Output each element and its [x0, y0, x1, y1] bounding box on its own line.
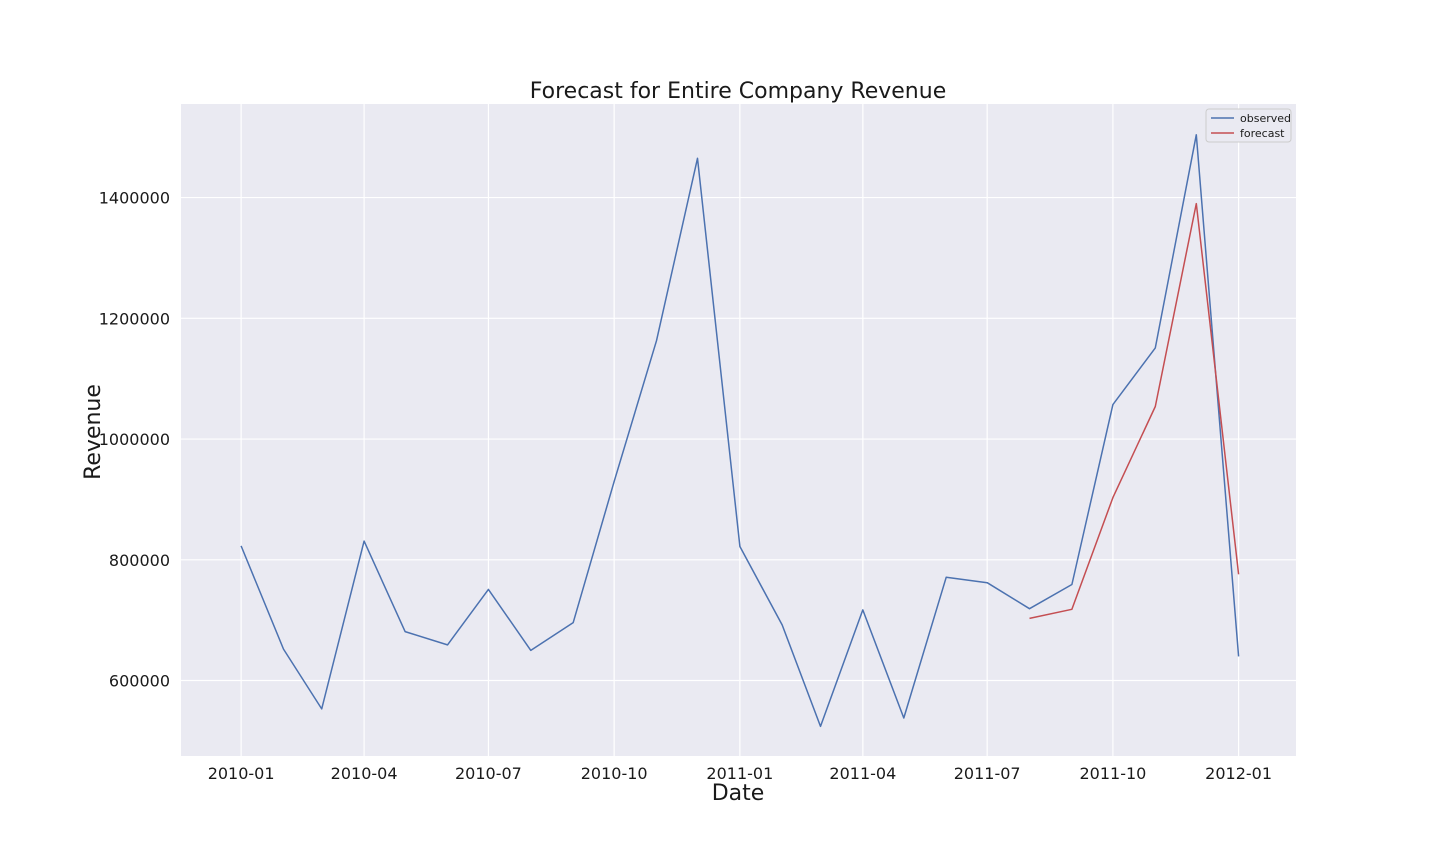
x-tick-label: 2011-10 [1079, 764, 1146, 783]
y-tick-label: 1400000 [99, 189, 170, 208]
x-tick-label: 2010-10 [581, 764, 648, 783]
legend-label-observed: observed [1240, 112, 1291, 125]
y-axis-label: Revenue [81, 384, 106, 480]
y-tick-label: 800000 [109, 551, 170, 570]
y-tick-label: 1200000 [99, 309, 170, 328]
grid-lines [181, 104, 1296, 756]
x-tick-label: 2011-01 [706, 764, 773, 783]
y-tick-label: 1000000 [99, 430, 170, 449]
x-tick-label: 2010-04 [331, 764, 398, 783]
x-tick-label: 2010-01 [208, 764, 275, 783]
series-line-observed [240, 134, 1240, 728]
chart-title: Forecast for Entire Company Revenue [530, 79, 946, 104]
x-tick-label: 2010-07 [455, 764, 522, 783]
series-line-forecast [1029, 202, 1240, 620]
x-tick-label: 2011-07 [954, 764, 1021, 783]
series-layer [240, 134, 1240, 728]
x-tick-labels: 2010-01 2010-04 2010-07 2010-10 2011-01 2011-… [208, 764, 1272, 783]
legend-label-forecast: forecast [1240, 127, 1285, 140]
legend: observed forecast [1205, 108, 1292, 143]
x-tick-label: 2011-04 [829, 764, 896, 783]
x-tick-label: 2012-01 [1205, 764, 1272, 783]
y-tick-label: 600000 [109, 672, 170, 691]
y-tick-labels: 600000 800000 1000000 1200000 1400000 [99, 189, 170, 691]
plot-area [181, 104, 1296, 756]
x-axis-label: Date [712, 781, 765, 806]
